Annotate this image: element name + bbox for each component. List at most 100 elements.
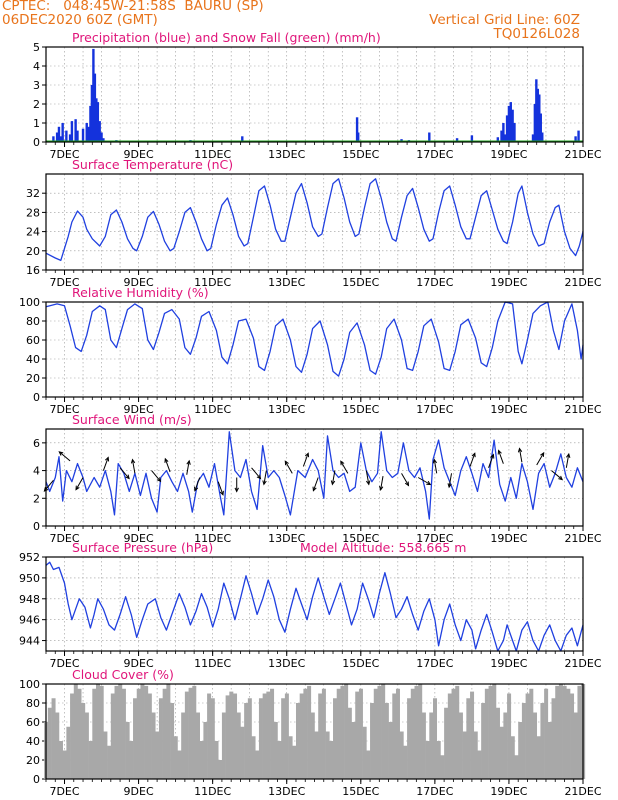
precip-xtick-label: 9DEC (124, 148, 154, 161)
wind-arrow-head (234, 487, 239, 493)
pres-ytick-label: 946 (19, 614, 40, 627)
cloud-bar (70, 693, 75, 779)
cloud-bar (492, 684, 497, 779)
wind-arrow-head (565, 452, 571, 459)
precip-xtick-label: 7DEC (49, 148, 79, 161)
cloud-bar (247, 698, 252, 779)
wind-arrow (448, 473, 453, 488)
wind-arrow-head (471, 452, 476, 458)
cloud-bar (544, 688, 549, 779)
precip-bar (496, 137, 500, 142)
precip-bar (533, 104, 537, 142)
pres-ytick-label: 944 (19, 635, 40, 648)
pres-xtick-label: 15DEC (342, 657, 379, 670)
wind-arrow-head (194, 486, 199, 492)
wind-arrow (312, 477, 319, 491)
precip-bar (241, 136, 244, 142)
cloud-bar (170, 703, 175, 779)
cloud-bar (188, 687, 193, 779)
wind-arrow (551, 470, 563, 480)
precip-bar (577, 130, 580, 142)
cloud-bar (392, 693, 397, 779)
wind-arrow-head (262, 480, 267, 486)
wind-ytick-label: 0 (33, 520, 40, 533)
cloud-bar (381, 684, 386, 779)
cloud-bar (536, 736, 541, 779)
wind-arrow-head (256, 474, 262, 480)
cloud-bar (133, 698, 138, 779)
temp-xtick-label: 19DEC (490, 276, 527, 289)
precip-bar (85, 123, 88, 142)
wind-arrow (217, 481, 224, 495)
pres-xtick-label: 17DEC (416, 657, 453, 670)
wind-xtick-label: 7DEC (49, 532, 79, 545)
temp-xtick-label: 7DEC (49, 276, 79, 289)
pres-frame (45, 556, 584, 652)
cloud-bar (162, 688, 167, 779)
cloud-bar (384, 703, 389, 779)
cloud-bar (129, 741, 134, 779)
cloud-bar (192, 685, 197, 779)
precip-bar (74, 119, 77, 142)
precip-bar (93, 73, 97, 142)
cloud-bar (136, 688, 141, 779)
cloud-xtick-label: 19DEC (490, 785, 527, 798)
cloud-bar (447, 693, 452, 779)
cloud-bar (514, 755, 519, 779)
cloud-ytick-label: 60 (26, 716, 40, 729)
cloud-bar (333, 698, 338, 779)
cloud-bar (418, 684, 423, 779)
pres-xtick-label: 19DEC (490, 657, 527, 670)
cloud-bar (281, 698, 286, 779)
cloud-bar (429, 712, 434, 779)
wind-xtick-label: 9DEC (124, 532, 154, 545)
wind-arrow (417, 477, 431, 485)
precip-ytick-label: 2 (33, 98, 40, 111)
cloud-bar (414, 685, 419, 779)
cloud-bar (103, 731, 108, 779)
cloud-bar (533, 712, 538, 779)
precip-bar (61, 123, 64, 142)
wind-arrow (536, 452, 545, 466)
header-grid-line: Vertical Grid Line: 60Z (429, 12, 580, 28)
precip-bar (538, 94, 541, 142)
cloud-bar (244, 703, 249, 779)
precip-bar (52, 136, 55, 142)
precip-bar (95, 98, 98, 142)
precip-bar (65, 130, 68, 142)
precip-bar (509, 102, 512, 142)
temp-ytick-label: 24 (26, 226, 40, 239)
temp-ytick-label: 16 (26, 264, 40, 277)
precip-ytick-label: 0 (33, 136, 40, 149)
precip-bar (92, 48, 95, 142)
cloud-ytick-label: 100 (19, 678, 40, 691)
wind-arrow (498, 450, 504, 464)
wind-xtick-label: 21DEC (564, 532, 601, 545)
cloud-bar (370, 703, 375, 779)
cloud-bar (151, 712, 156, 779)
cloud-bar (566, 688, 571, 779)
cloud-ytick-label: 20 (26, 754, 40, 767)
cloud-bar (55, 712, 60, 779)
precip-bar (96, 102, 100, 142)
cloud-bar (314, 731, 319, 779)
cloud-bar (344, 684, 349, 779)
precip-bar (76, 130, 79, 142)
cloud-xtick-label: 21DEC (564, 785, 601, 798)
precip-xtick-label: 13DEC (268, 148, 305, 161)
wind-arrow-head (432, 458, 438, 464)
cloud-bar (373, 688, 378, 779)
cloud-bar (521, 703, 526, 779)
precip-bar (68, 134, 72, 142)
cloud-bar (303, 688, 308, 779)
cloud-bar (366, 750, 371, 779)
cloud-bar (236, 712, 241, 779)
precip-bar (535, 79, 538, 142)
wind-arrow-head (125, 474, 130, 480)
temp-ytick-label: 20 (26, 245, 40, 258)
precip-xtick-label: 21DEC (564, 148, 601, 161)
cloud-bar (495, 707, 500, 779)
precip-bar (511, 109, 514, 142)
wind-arrow-head (104, 456, 110, 462)
